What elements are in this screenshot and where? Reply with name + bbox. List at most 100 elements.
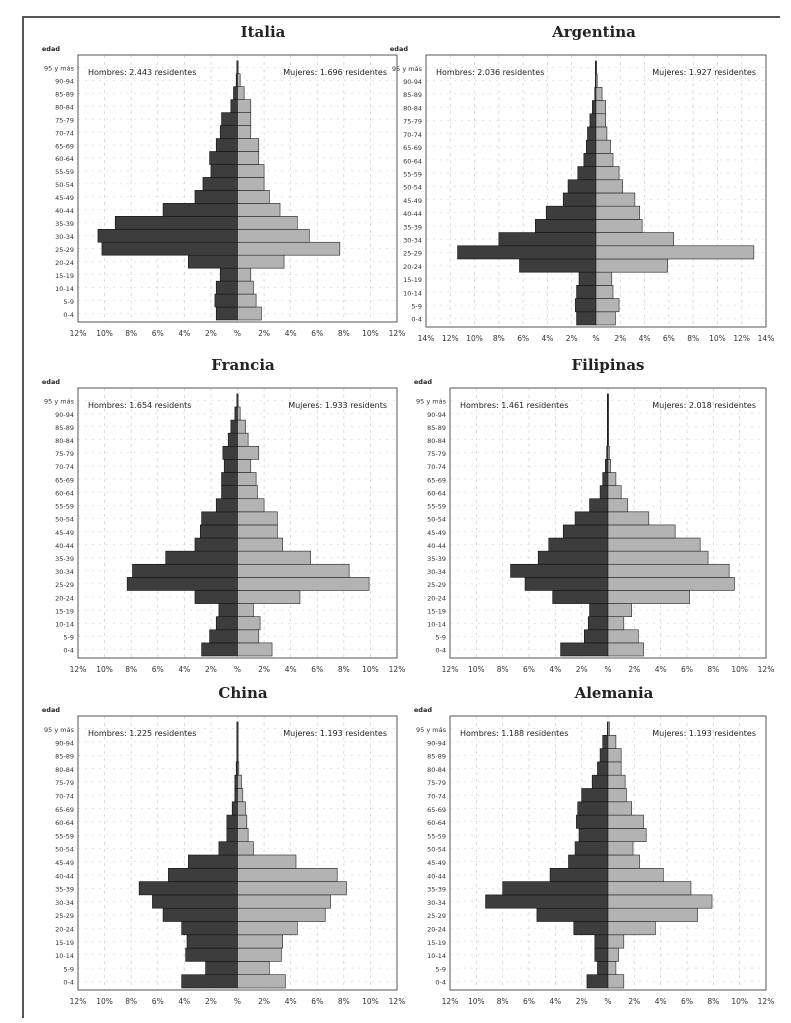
chart-title: Alemania: [574, 684, 654, 702]
age-label: 80-84: [427, 766, 446, 774]
bar-mujeres-60-64: [595, 153, 614, 167]
bar-hombres-50-54: [201, 511, 238, 526]
bar-mujeres-10-14: [595, 285, 614, 299]
x-tick-label: 12%: [70, 665, 87, 674]
plot-frame: [77, 715, 398, 991]
bar-hombres-45-49: [194, 190, 238, 204]
male-residents-note: Hombres: 2.036 residentes: [436, 68, 544, 77]
x-tick-label: 12%: [442, 997, 459, 1006]
bar-mujeres-50-54: [607, 511, 650, 526]
bar-hombres-0-4: [201, 642, 238, 657]
bar-mujeres-40-44: [237, 537, 283, 552]
age-label: 10-14: [55, 621, 74, 629]
age-label: 10-14: [427, 621, 446, 629]
bar-hombres-50-54: [202, 177, 238, 191]
age-label: 60-64: [427, 819, 446, 827]
age-label: 25-29: [403, 250, 422, 258]
axis-caption: edad: [414, 378, 432, 386]
bar-mujeres-90-94: [595, 73, 598, 88]
bar-hombres-40-44: [162, 203, 238, 217]
age-label: 35-39: [427, 555, 446, 563]
x-tick-label: 6%: [663, 334, 675, 343]
x-tick-label: 10%: [709, 334, 726, 343]
bar-mujeres-0-4: [237, 306, 262, 321]
bar-hombres-15-19: [589, 603, 609, 617]
bar-mujeres-10-14: [237, 616, 261, 631]
bar-mujeres-35-39: [237, 216, 298, 230]
bar-mujeres-70-74: [595, 126, 608, 141]
bar-hombres-45-49: [562, 524, 609, 539]
age-label: 60-64: [55, 819, 74, 827]
age-label: 10-14: [427, 952, 446, 960]
age-label: 20-24: [427, 925, 446, 933]
bar-mujeres-30-34: [237, 894, 331, 909]
age-label: 40-44: [55, 872, 74, 880]
bar-mujeres-0-4: [607, 974, 625, 989]
bar-mujeres-15-19: [595, 271, 613, 286]
bar-mujeres-20-24: [237, 590, 301, 604]
bar-mujeres-0-4: [607, 642, 644, 657]
x-tick-label: 8%: [497, 997, 509, 1006]
age-label: 45-49: [403, 197, 422, 205]
bar-mujeres-50-54: [595, 179, 624, 194]
age-label: 40-44: [427, 542, 446, 550]
bar-hombres-35-39: [138, 881, 238, 896]
bar-hombres-50-54: [574, 841, 609, 856]
bar-mujeres-25-29: [237, 577, 370, 591]
bar-mujeres-35-39: [237, 881, 347, 896]
x-tick-label: 2%: [258, 665, 270, 674]
bar-hombres-60-64: [583, 153, 597, 167]
bar-mujeres-75-79: [607, 774, 626, 789]
top-border: [22, 16, 780, 18]
bar-mujeres-80-84: [607, 432, 609, 447]
x-tick-label: %: [604, 665, 611, 674]
bar-hombres-55-59: [589, 498, 609, 513]
pyramid-chart-2: Argentina 0-4 5-9 10-14 15-19 20-24 25-29 30-34…: [390, 23, 774, 343]
bar-mujeres-40-44: [607, 537, 701, 552]
x-tick-label: 2%: [205, 997, 217, 1006]
bar-mujeres-60-64: [607, 485, 622, 500]
x-tick-label: 4%: [285, 665, 297, 674]
bar-hombres-75-79: [591, 774, 609, 789]
x-tick-label: 4%: [655, 665, 667, 674]
x-tick-label: 4%: [178, 997, 190, 1006]
x-tick-label: 12%: [442, 334, 459, 343]
bar-mujeres-55-59: [607, 828, 647, 842]
bar-mujeres-45-49: [237, 524, 278, 539]
x-tick-label: 4%: [541, 334, 553, 343]
age-label: 95 y más: [416, 398, 447, 406]
bar-mujeres-60-64: [237, 814, 248, 829]
bar-mujeres-5-9: [607, 629, 639, 644]
bar-hombres-0-4: [215, 306, 238, 321]
bar-mujeres-5-9: [607, 961, 617, 975]
bar-mujeres-65-69: [595, 139, 611, 154]
age-label: 65-69: [427, 806, 446, 814]
x-tick-label: 12%: [389, 329, 406, 338]
x-tick-label: 6%: [311, 665, 323, 674]
age-label: 90-94: [427, 411, 446, 419]
x-tick-label: 10%: [96, 329, 113, 338]
bar-hombres-60-64: [576, 814, 609, 829]
age-label: 55-59: [403, 170, 422, 178]
age-label: 25-29: [55, 581, 74, 589]
bar-mujeres-30-34: [607, 563, 730, 578]
bar-hombres-10-14: [185, 947, 238, 962]
bar-mujeres-75-79: [237, 112, 252, 126]
age-label: 5-9: [63, 298, 74, 306]
x-tick-label: 2%: [566, 334, 578, 343]
male-residents-note: Hombres: 1.654 residents: [88, 401, 191, 410]
x-tick-label: 2%: [628, 997, 640, 1006]
bar-mujeres-55-59: [607, 498, 629, 513]
x-tick-label: 14%: [418, 334, 435, 343]
bar-mujeres-80-84: [607, 761, 622, 776]
female-residents-note: Mujeres: 1.193 residentes: [283, 729, 387, 738]
bar-hombres-10-14: [215, 280, 238, 295]
age-label: 10-14: [55, 952, 74, 960]
x-tick-label: 4%: [549, 997, 561, 1006]
age-label: 70-74: [403, 131, 422, 139]
age-label: 10-14: [403, 289, 422, 297]
age-label: 25-29: [55, 912, 74, 920]
x-tick-label: 10%: [731, 665, 748, 674]
bar-hombres-45-49: [188, 854, 238, 869]
left-border: [22, 16, 24, 1018]
